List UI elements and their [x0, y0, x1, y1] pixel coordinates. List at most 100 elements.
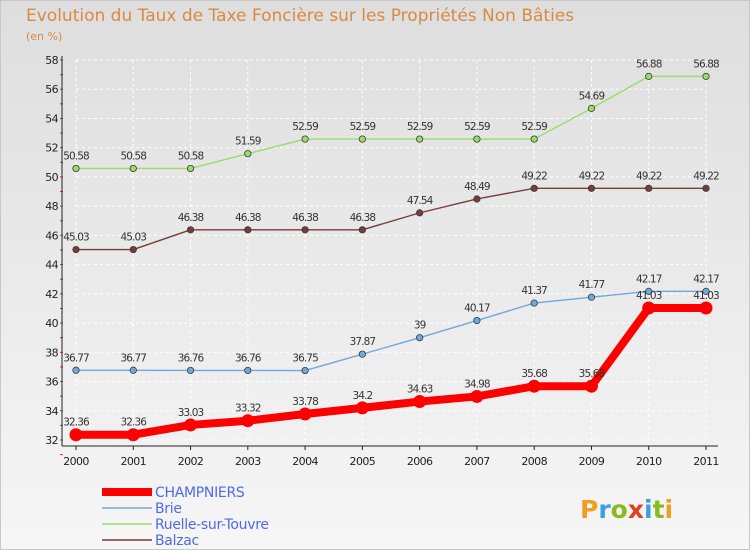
series-layer	[69, 72, 713, 442]
data-label: 50.58	[120, 150, 146, 162]
data-label: 52.59	[521, 121, 547, 133]
data-point	[72, 366, 80, 374]
data-label: 33.32	[235, 403, 261, 415]
y-tick-label: 34	[45, 405, 58, 418]
series-line-balzac	[76, 187, 706, 251]
data-point	[413, 395, 427, 409]
data-label: 47.54	[407, 195, 434, 207]
data-label: 34.98	[464, 378, 490, 390]
data-point	[129, 245, 137, 254]
data-label: 46.38	[235, 212, 261, 224]
data-label: 36.77	[63, 352, 89, 364]
data-point	[358, 226, 366, 234]
data-label: 41.03	[636, 290, 662, 302]
data-label: 49.22	[693, 170, 719, 182]
data-point	[416, 334, 424, 342]
x-tick-label: 2011	[693, 455, 719, 468]
chart-subtitle: (en %)	[26, 30, 62, 43]
data-point	[587, 184, 596, 192]
data-label: 36.76	[235, 352, 262, 364]
data-point	[699, 301, 713, 315]
y-tick-label: 32	[45, 434, 58, 447]
legend-label: CHAMPNIERS	[155, 485, 245, 501]
grid	[75, 59, 707, 441]
data-point	[301, 135, 309, 143]
data-point	[527, 379, 541, 393]
data-point	[301, 226, 309, 234]
data-point	[129, 366, 137, 374]
data-point	[473, 195, 481, 203]
y-tick-label: 46	[45, 229, 58, 242]
data-label: 51.59	[235, 136, 261, 148]
data-label: 34.2	[352, 390, 372, 402]
proxiti-logo: Proxiti	[580, 495, 673, 524]
y-tick-label: 36	[45, 376, 58, 389]
data-point	[129, 164, 137, 173]
x-tick-label: 2000	[63, 455, 89, 468]
data-point	[416, 209, 424, 217]
y-tick-label: 54	[45, 112, 58, 125]
data-point	[530, 135, 538, 143]
data-point	[126, 428, 140, 442]
data-label: 52.59	[407, 121, 433, 133]
data-label: 54.69	[579, 90, 605, 102]
y-tick-label: 40	[45, 317, 58, 330]
y-tick-label: 58	[45, 54, 58, 67]
axes: 32 34 36 38 40 42 44 46 48 50 52 54 56 58 2000 2001 2002…	[45, 54, 719, 468]
y-tick-label: 48	[45, 200, 58, 213]
data-label: 34.63	[407, 384, 433, 396]
x-tick-label: 2001	[120, 455, 146, 468]
y-tick-label: 44	[45, 259, 58, 272]
data-label: 36.75	[292, 353, 318, 365]
data-point	[473, 316, 481, 325]
data-label: 49.22	[521, 170, 547, 182]
data-label: 46.38	[350, 212, 376, 224]
data-label: 36.76	[178, 352, 205, 364]
data-point	[530, 184, 538, 192]
data-label: 56.88	[636, 58, 662, 70]
data-point	[470, 389, 484, 403]
data-label: 49.22	[636, 170, 662, 182]
x-tick-label: 2006	[407, 455, 433, 468]
data-label: 41.37	[521, 285, 547, 297]
data-point	[416, 135, 424, 143]
data-label: 32.36	[63, 417, 90, 429]
data-label: 37.87	[350, 336, 376, 348]
data-point	[186, 164, 195, 173]
data-label: 48.49	[464, 181, 490, 193]
data-point	[244, 150, 252, 158]
data-point	[587, 104, 596, 112]
data-point	[358, 135, 366, 143]
series-line-brie	[76, 290, 706, 372]
data-point	[355, 401, 369, 415]
data-point	[186, 366, 195, 375]
data-label: 35.68	[521, 368, 547, 380]
data-label: 41.77	[579, 279, 605, 291]
data-label: 56.88	[693, 58, 719, 70]
data-point	[473, 135, 481, 143]
x-tick-label: 2003	[235, 455, 261, 468]
x-tick-label: 2008	[521, 455, 547, 468]
data-label: 42.17	[636, 273, 662, 285]
data-point	[702, 287, 710, 295]
data-label: 52.59	[292, 121, 318, 133]
data-labels: 50.58 50.58 50.58 51.59 52.59 52.59 52.59 52.59…	[63, 58, 720, 429]
y-tick-label: 56	[45, 83, 58, 96]
data-point	[584, 379, 598, 393]
x-tick-label: 2002	[178, 455, 204, 468]
data-label: 50.58	[178, 150, 204, 162]
data-point	[241, 414, 255, 428]
data-label: 46.38	[178, 212, 204, 224]
data-label: 52.59	[350, 121, 376, 133]
series-line-ruelle-sur-touvre	[76, 75, 706, 170]
data-label: 35.68	[579, 368, 605, 380]
y-tick-label: 50	[45, 171, 58, 184]
data-label: 39	[414, 320, 426, 332]
data-label: 41.03	[693, 290, 719, 302]
x-tick-label: 2009	[579, 455, 605, 468]
y-tick-label: 52	[45, 142, 58, 155]
data-label: 49.22	[579, 170, 605, 182]
